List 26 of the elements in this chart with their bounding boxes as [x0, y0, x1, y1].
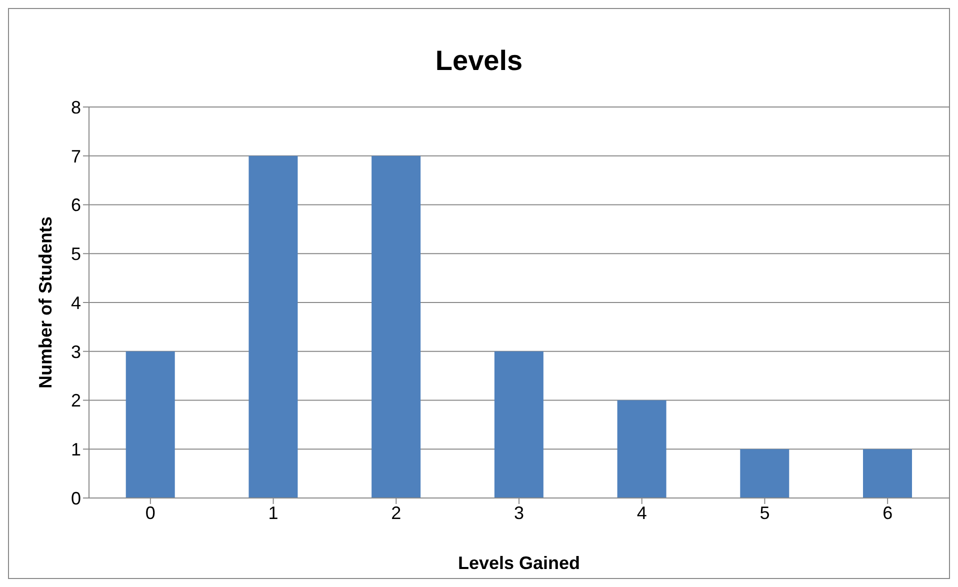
y-tick-label: 8	[70, 97, 81, 118]
y-tick-label: 5	[70, 244, 81, 264]
x-tick-label: 1	[268, 502, 278, 523]
bar	[248, 156, 298, 498]
x-tick-label: 0	[145, 502, 156, 523]
x-tick-label: 6	[882, 502, 893, 523]
y-tick-label: 1	[70, 440, 81, 460]
x-tick-label: 3	[514, 502, 524, 523]
bar	[617, 400, 666, 498]
x-axis-title: Levels Gained	[458, 552, 580, 573]
bar	[372, 156, 421, 498]
y-tick-label: 0	[70, 488, 81, 508]
bar	[494, 351, 544, 498]
y-tick-label: 3	[70, 342, 81, 362]
bar	[126, 351, 175, 498]
y-tick-label: 6	[70, 195, 81, 216]
bar	[740, 449, 790, 498]
y-tick-label: 7	[70, 146, 81, 166]
y-axis-title: Number of Students	[35, 216, 56, 389]
y-tick-label: 2	[70, 390, 81, 411]
chart-title: Levels	[434, 45, 524, 77]
x-tick-label: 2	[391, 502, 402, 523]
y-tick-label: 4	[70, 292, 81, 313]
x-tick-label: 5	[760, 502, 770, 523]
x-tick-label: 4	[636, 502, 647, 523]
bar	[863, 449, 912, 498]
